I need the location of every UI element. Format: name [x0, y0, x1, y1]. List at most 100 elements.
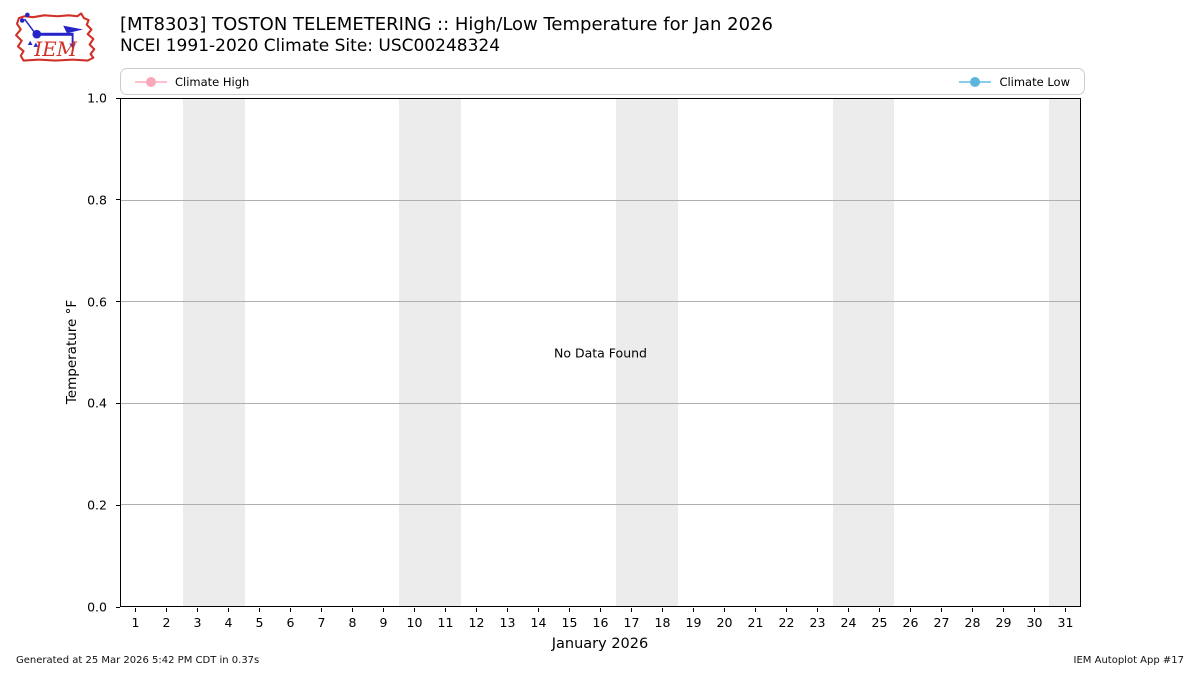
x-tick-label: 20: [716, 615, 733, 630]
y-tick-mark: [116, 97, 120, 99]
y-axis-label: Temperature °F: [64, 299, 80, 405]
x-tick-mark: [569, 608, 570, 612]
x-tick-label: 6: [286, 615, 295, 630]
y-tick-mark: [116, 301, 120, 303]
x-tick-label: 5: [255, 615, 264, 630]
x-tick-label: 3: [193, 615, 202, 630]
y-tick-label: 0.6: [87, 294, 107, 310]
x-tick-label: 19: [685, 615, 702, 630]
x-tick-mark: [848, 608, 849, 612]
no-data-message: No Data Found: [554, 345, 647, 360]
chart-title: [MT8303] TOSTON TELEMETERING :: High/Low…: [120, 14, 773, 35]
weekend-band: [832, 99, 895, 606]
x-tick-mark: [290, 608, 291, 612]
chart-subtitle: NCEI 1991-2020 Climate Site: USC00248324: [120, 36, 501, 56]
x-tick-label: 26: [902, 615, 919, 630]
climate-low-marker-icon: [959, 76, 992, 87]
x-tick-mark: [445, 608, 446, 612]
x-tick-mark: [816, 608, 818, 612]
legend-item-climate-high: Climate High: [135, 75, 249, 89]
x-tick-label: 16: [592, 615, 609, 630]
x-tick-mark: [910, 608, 911, 612]
legend-label-climate-low: Climate Low: [999, 74, 1070, 89]
y-tick-mark: [116, 504, 120, 506]
iem-logo: IEM: [15, 12, 96, 62]
weekend-band: [399, 99, 462, 606]
x-tick-mark: [1003, 608, 1004, 612]
x-tick-label: 18: [654, 615, 671, 630]
x-tick-label: 27: [933, 615, 950, 630]
x-tick-label: 14: [530, 615, 547, 630]
x-tick-mark: [537, 608, 539, 612]
y-tick-label: 0.8: [87, 192, 107, 208]
y-tick-label: 0.0: [87, 599, 107, 615]
app-credit: IEM Autoplot App #17: [1073, 655, 1184, 666]
x-tick-mark: [476, 608, 477, 612]
x-tick-label: 2: [162, 615, 171, 630]
x-tick-label: 13: [499, 615, 516, 630]
x-tick-label: 28: [964, 615, 981, 630]
x-tick-label: 24: [840, 615, 857, 630]
x-tick-label: 7: [317, 615, 326, 630]
x-tick-label: 8: [348, 615, 357, 630]
legend-label-climate-high: Climate High: [175, 74, 250, 89]
y-tick-mark: [116, 402, 120, 404]
x-tick-mark: [135, 608, 136, 612]
x-tick-mark: [600, 608, 601, 612]
logo-text: IEM: [33, 38, 77, 61]
x-tick-mark: [692, 608, 694, 612]
generated-timestamp: Generated at 25 Mar 2026 5:42 PM CDT in …: [16, 655, 260, 666]
x-tick-label: 11: [437, 615, 454, 630]
x-tick-label: 17: [623, 615, 640, 630]
climate-low-dot: [970, 76, 981, 87]
x-tick-label: 23: [809, 615, 826, 630]
x-tick-label: 31: [1057, 615, 1074, 630]
iowa-outline-icon: [15, 12, 96, 62]
weekend-band: [182, 99, 245, 606]
y-tick-mark: [116, 606, 120, 608]
x-tick-label: 12: [468, 615, 485, 630]
x-tick-label: 15: [561, 615, 578, 630]
y-tick-label: 0.4: [87, 395, 107, 411]
weathervane-icon: [19, 12, 83, 49]
x-axis: 1 2 3 4 5 6 7 8 9 10 11 12 13 14 15 16 17 18 19 20 21 22 23 24 2…: [120, 608, 1081, 634]
x-tick-mark: [383, 608, 384, 612]
x-tick-label: 22: [778, 615, 795, 630]
x-axis-label: January 2026: [551, 636, 649, 652]
x-tick-mark: [786, 608, 787, 612]
y-gridline: [121, 199, 1080, 201]
plot-area: No Data Found: [120, 98, 1081, 607]
y-gridline: [121, 504, 1080, 506]
weekend-band: [615, 99, 678, 606]
weekend-band: [1049, 99, 1080, 606]
climate-high-dot: [146, 76, 156, 87]
x-tick-mark: [228, 608, 229, 612]
x-tick-mark: [414, 608, 415, 612]
x-tick-mark: [259, 608, 260, 612]
y-tick-label: 1.0: [87, 90, 107, 106]
x-tick-mark: [662, 608, 663, 612]
x-tick-mark: [321, 608, 322, 612]
x-tick-label: 9: [379, 615, 388, 630]
x-tick-label: 30: [1026, 615, 1043, 630]
x-tick-mark: [1034, 608, 1035, 612]
x-tick-label: 29: [995, 615, 1012, 630]
x-tick-mark: [197, 608, 198, 612]
legend: Climate High Climate Low: [120, 68, 1085, 95]
legend-item-climate-low: Climate Low: [959, 75, 1070, 89]
x-tick-mark: [941, 608, 942, 612]
y-axis: 0.0 0.2 0.4 0.6 0.8 1.0: [0, 91, 120, 615]
y-tick-label: 0.2: [87, 497, 107, 513]
x-tick-mark: [166, 608, 167, 612]
x-tick-mark: [724, 608, 725, 612]
title-block: [MT8303] TOSTON TELEMETERING :: High/Low…: [120, 13, 773, 57]
climate-high-marker-icon: [135, 76, 167, 87]
x-tick-label: 4: [224, 615, 233, 630]
x-tick-mark: [755, 608, 756, 612]
x-tick-mark: [1065, 608, 1066, 612]
y-gridline: [121, 402, 1080, 404]
x-tick-mark: [972, 608, 973, 612]
x-tick-mark: [507, 608, 508, 612]
y-tick-mark: [116, 199, 120, 201]
